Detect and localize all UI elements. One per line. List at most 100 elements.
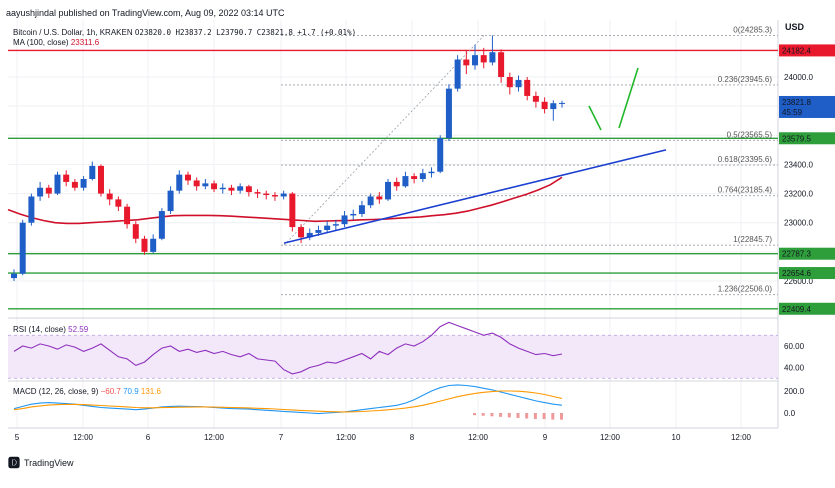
- candle-body: [559, 102, 565, 104]
- candle-body: [289, 193, 296, 228]
- rsi-legend[interactable]: RSI (14, close) 52.59: [13, 325, 88, 334]
- fib-label: 0.618(23395.6): [718, 155, 773, 164]
- candle-body: [211, 183, 218, 190]
- candle-body: [402, 176, 409, 187]
- fib-label: 0.5(23565.5): [727, 130, 773, 139]
- time-tick: 8: [410, 433, 415, 442]
- candle-body: [437, 138, 444, 172]
- currency-label: USD: [785, 22, 805, 32]
- candle-body: [263, 193, 270, 196]
- tradingview-logo-icon: 🅳: [8, 456, 21, 470]
- macd-hist-bar: [551, 413, 555, 420]
- fib-label: 0(24285.3): [733, 25, 772, 34]
- candle-body: [541, 101, 548, 110]
- candle-body: [358, 205, 365, 214]
- macd-hist-bar: [542, 413, 546, 420]
- macd-hist-bar: [560, 413, 563, 420]
- current-price-tag: [779, 95, 835, 118]
- candle-body: [167, 190, 174, 212]
- macd-hist-bar: [525, 413, 529, 419]
- time-tick: 12:00: [73, 433, 94, 442]
- fib-label: 1.236(22506.0): [718, 285, 773, 294]
- macd-label: MACD (12, 26, close, 9): [13, 387, 99, 396]
- trendline: [283, 149, 667, 244]
- candle-body: [341, 215, 348, 225]
- symbol-label: Bitcoin / U.S. Dollar, 1h, KRAKEN: [13, 28, 133, 37]
- main-legend[interactable]: Bitcoin / U.S. Dollar, 1h, KRAKEN O23820…: [13, 28, 356, 37]
- ma-value: 23311.6: [70, 38, 100, 47]
- candle-body: [219, 187, 226, 190]
- candle-body: [106, 193, 113, 200]
- candle-body: [498, 52, 505, 77]
- candle-body: [37, 187, 44, 197]
- candle-body: [11, 273, 17, 279]
- candle-body: [445, 88, 452, 139]
- macd-legend[interactable]: MACD (12, 26, close, 9) −60.7 70.9 131.6: [13, 387, 161, 396]
- candle-body: [97, 165, 104, 194]
- brand-label: TradingView: [24, 457, 74, 468]
- level-tag-label: 23579.5: [782, 134, 811, 143]
- candle-body: [550, 103, 557, 110]
- level-tag-label: 22654.6: [782, 269, 811, 278]
- price-tick: 24000.0: [784, 73, 813, 82]
- candle-body: [141, 238, 148, 252]
- macd-line: [13, 384, 563, 415]
- price-tags: 24182.4 23579.5 22787.3 22654.6 22409.4 23821…: [779, 44, 835, 315]
- price-tick: 23400.0: [784, 160, 813, 169]
- rsi-band: [8, 335, 778, 379]
- candle-body: [176, 174, 183, 191]
- fib-label: 0.236(23945.6): [718, 75, 773, 84]
- macd-tick: 200.0: [784, 387, 805, 396]
- macd-value-hist: −60.7: [100, 387, 121, 396]
- macd-hist-bar: [473, 413, 477, 416]
- ohlc-values: O23820.0 H23837.2 L23790.7 C23821.8 +1.7…: [134, 28, 357, 37]
- rsi-pane: [8, 321, 778, 379]
- candle-body: [28, 196, 35, 223]
- price-tick: 22600.0: [784, 277, 813, 286]
- macd-hist-bar: [516, 413, 520, 418]
- candle-body: [132, 224, 139, 239]
- price-tick: 23000.0: [784, 219, 813, 228]
- candle-body: [158, 211, 165, 239]
- ma-legend[interactable]: MA (100, close) 23311.6: [13, 38, 99, 47]
- candle-body: [254, 192, 261, 194]
- support-trendline: [283, 149, 667, 244]
- macd-hist-bar: [507, 413, 511, 418]
- candle-body: [298, 227, 305, 238]
- ma100-path: [7, 176, 563, 225]
- time-tick: 12:00: [731, 433, 752, 442]
- candle-body: [506, 77, 513, 88]
- macd-pane: [13, 384, 563, 420]
- candle-body: [19, 222, 26, 274]
- brand-logo[interactable]: 🅳 TradingView: [8, 454, 74, 471]
- candle-body: [150, 238, 157, 252]
- rsi-value: 52.59: [68, 325, 89, 334]
- candle-body: [350, 213, 357, 216]
- rsi-line: [13, 321, 563, 375]
- fibonacci-retracement: 0(24285.3) 0.236(23945.6) 0.5(23565.5) 0.61…: [281, 25, 778, 296]
- candle-body: [428, 171, 435, 174]
- candle-body: [54, 174, 61, 194]
- candle-body: [472, 55, 479, 66]
- time-tick: 12:00: [336, 433, 357, 442]
- macd-hist-bar: [499, 413, 503, 417]
- macd-value-macd: 70.9: [123, 387, 139, 396]
- price-tick: 23200.0: [784, 190, 813, 199]
- candle-body: [80, 179, 87, 188]
- candle-body: [489, 52, 496, 63]
- candle-body: [306, 232, 313, 238]
- candle-body: [271, 195, 278, 197]
- candle-body: [245, 186, 252, 193]
- candle-body: [332, 224, 339, 226]
- current-price-value: 23821.8: [782, 98, 811, 107]
- fib-label: 0.764(23185.4): [718, 186, 773, 195]
- candle-body: [454, 59, 461, 89]
- candle-body: [184, 174, 191, 181]
- macd-value-signal: 131.6: [140, 387, 161, 396]
- candle-body: [237, 186, 244, 191]
- candle-body: [532, 95, 539, 102]
- level-tag-label: 22409.4: [782, 305, 811, 314]
- time-tick: 12:00: [468, 433, 489, 442]
- macd-hist-bar: [481, 413, 485, 416]
